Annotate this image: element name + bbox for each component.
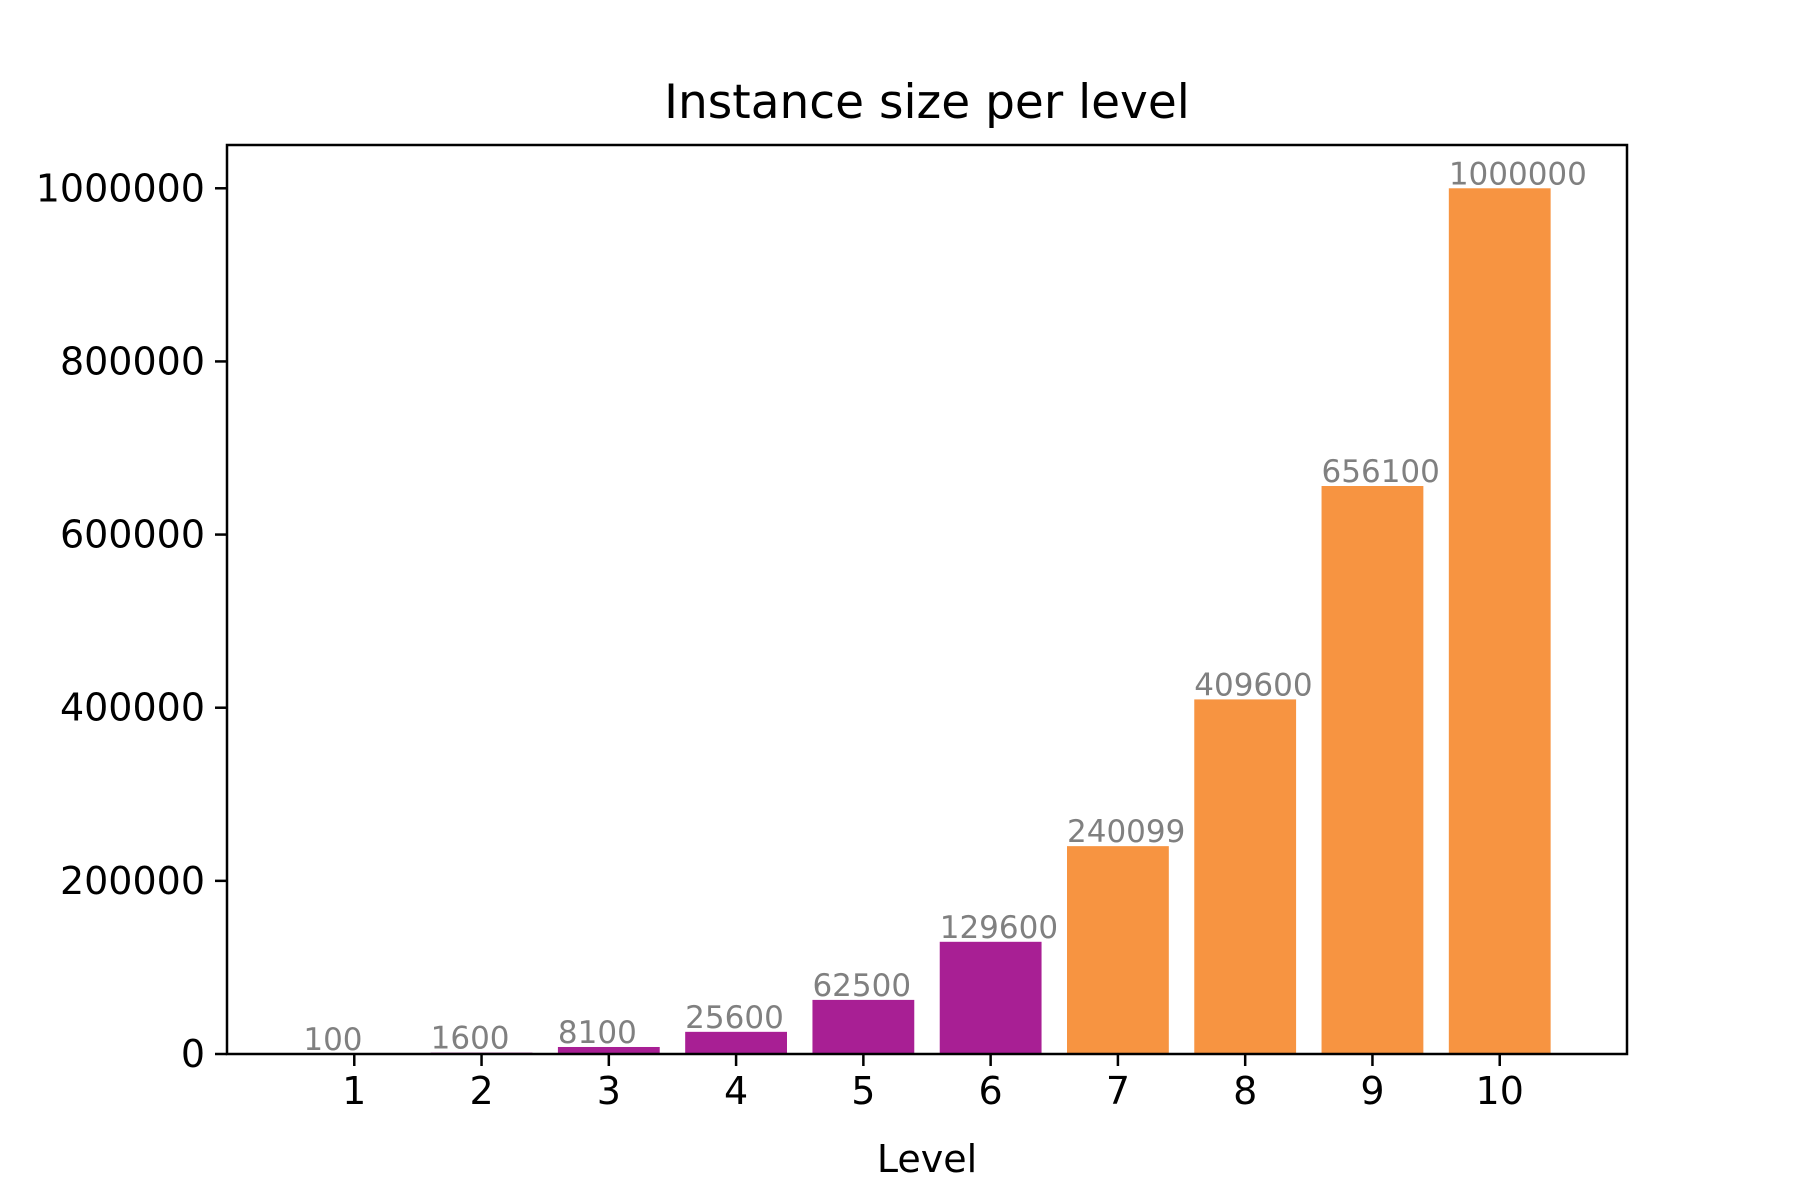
- bar-level-6: [939, 941, 1042, 1054]
- data-label-level-8: 409600: [1194, 667, 1312, 703]
- data-label-level-5: 62500: [812, 968, 911, 1004]
- bars-group: [303, 188, 1551, 1055]
- data-labels-group: 100 1600 8100 25600 62500 129600 240099 409600 6…: [303, 156, 1587, 1058]
- bar-level-7: [1067, 846, 1169, 1054]
- y-tick-label: 200000: [60, 859, 205, 903]
- x-tick-label: 10: [1476, 1069, 1524, 1113]
- x-tick-label: 1: [342, 1069, 366, 1113]
- bar-level-3: [557, 1046, 660, 1054]
- y-axis: 0 200000 400000 600000 800000 1000000: [36, 166, 227, 1076]
- x-tick-label: 8: [1233, 1069, 1257, 1113]
- data-label-level-10: 1000000: [1449, 156, 1587, 192]
- y-tick-label: 400000: [60, 686, 205, 730]
- bar-level-5: [812, 999, 915, 1054]
- x-tick-label: 6: [979, 1069, 1003, 1113]
- y-tick-label: 0: [181, 1032, 205, 1076]
- x-tick-label: 3: [597, 1069, 621, 1113]
- x-axis-label: Level: [877, 1137, 977, 1181]
- x-tick-label: 5: [851, 1069, 875, 1113]
- x-tick-label: 9: [1360, 1069, 1384, 1113]
- x-tick-label: 2: [469, 1069, 493, 1113]
- data-label-level-2: 1600: [431, 1021, 510, 1057]
- bar-level-4: [685, 1031, 787, 1054]
- plot-frame: [225, 143, 1629, 1056]
- x-axis: 1 2 3 4 5 6 7 8 9 10: [342, 1054, 1524, 1113]
- bar-level-10: [1448, 188, 1551, 1055]
- data-label-level-4: 25600: [685, 1000, 784, 1036]
- data-label-level-7: 240099: [1067, 814, 1185, 850]
- x-tick-label: 7: [1106, 1069, 1130, 1113]
- chart-title: Instance size per level: [664, 75, 1190, 130]
- y-tick-label: 600000: [60, 513, 205, 557]
- data-label-level-6: 129600: [940, 910, 1058, 946]
- data-label-level-9: 656100: [1322, 454, 1440, 490]
- y-tick-label: 1000000: [36, 166, 205, 210]
- bar-level-9: [1321, 486, 1424, 1054]
- data-label-level-1: 100: [303, 1022, 362, 1058]
- y-tick-label: 800000: [60, 339, 205, 383]
- data-label-level-3: 8100: [558, 1015, 637, 1051]
- bar-level-8: [1194, 699, 1297, 1054]
- x-tick-label: 4: [724, 1069, 748, 1113]
